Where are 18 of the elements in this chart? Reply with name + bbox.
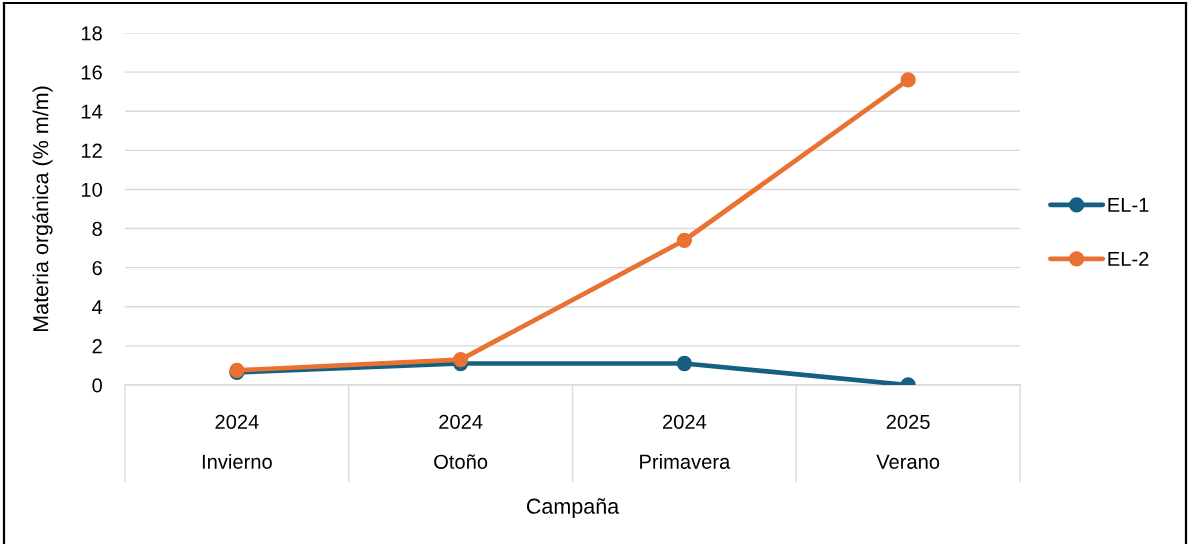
y-tick-label: 18 [81,26,102,41]
y-tick-label: 2 [92,339,102,354]
y-axis-title: Materia orgánica (% m/m) [32,86,53,332]
y-tick-label: 4 [92,300,103,315]
category-label: 2024 Invierno [202,414,272,469]
y-tick-label: 8 [92,221,102,237]
x-axis-title: Campaña [526,498,620,519]
y-tick-label: 14 [81,104,103,119]
y-tick-label: 6 [92,260,102,276]
y-tick-label: 10 [81,182,102,197]
legend-label: EL-1 [1108,197,1149,212]
y-tick-label: 12 [81,143,102,158]
legend-label: EL-2 [1108,251,1149,266]
y-tick-label: 16 [81,65,102,80]
y-tick-label: 0 [92,378,102,393]
category-label: 2024 Primavera [640,414,731,469]
category-label: 2024 Otoño [434,414,488,469]
category-label: 2025 Verano [876,414,940,469]
